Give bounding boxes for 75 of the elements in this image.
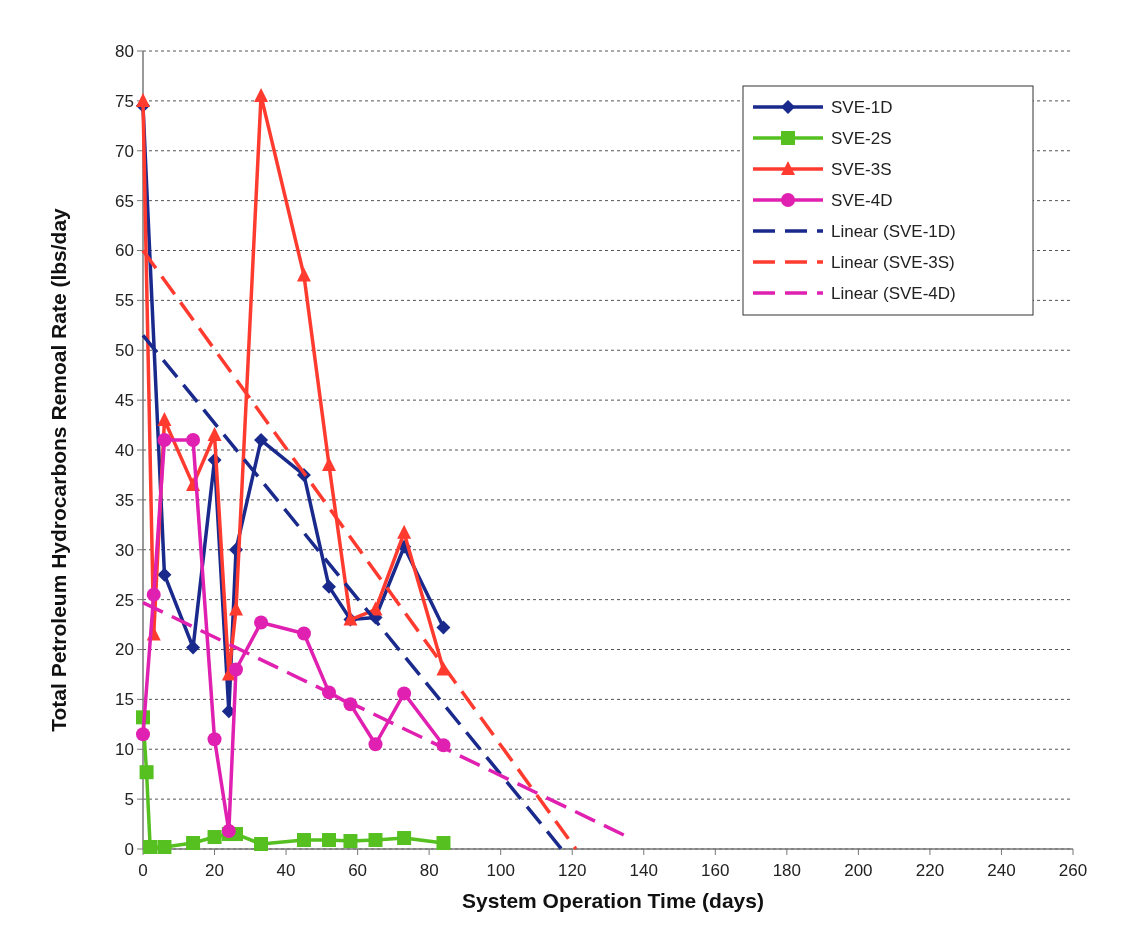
point	[207, 830, 222, 845]
y-tick-label: 45	[115, 391, 134, 411]
point	[397, 686, 412, 701]
point	[368, 737, 383, 752]
y-tick-label: 80	[115, 41, 134, 61]
x-tick-label: 20	[205, 861, 224, 880]
x-tick-label: 120	[558, 861, 587, 880]
x-tick-label: 220	[915, 861, 945, 880]
point	[186, 433, 201, 448]
x-tick-label: 40	[276, 861, 296, 880]
legend-label: SVE-4D	[831, 190, 893, 210]
legend-label: SVE-1D	[831, 97, 893, 117]
point	[139, 765, 154, 780]
x-tick-label: 200	[844, 861, 873, 880]
point	[186, 640, 201, 655]
point	[322, 833, 336, 848]
point	[397, 524, 412, 539]
y-tick-label: 75	[115, 91, 134, 111]
point	[436, 836, 451, 851]
point	[296, 267, 311, 282]
point	[254, 433, 269, 448]
x-tick-label: 180	[772, 861, 802, 880]
x-tick-label: 60	[348, 861, 368, 880]
y-tick-label: 30	[115, 540, 134, 560]
y-tick-label: 0	[124, 839, 134, 859]
point	[157, 433, 172, 448]
point	[136, 92, 150, 107]
y-tick-label: 55	[115, 291, 134, 311]
x-tick-label: 100	[486, 861, 515, 880]
x-tick-label: 0	[138, 861, 148, 880]
point	[296, 626, 311, 641]
x-axis-title: System Operation Time (days)	[462, 889, 764, 912]
point	[136, 727, 150, 742]
y-tick-label: 35	[115, 490, 134, 510]
legend-label: SVE-2S	[831, 128, 892, 148]
y-tick-label: 25	[115, 590, 134, 610]
y-tick-label: 5	[124, 790, 134, 810]
point	[229, 601, 243, 616]
x-tick-label: 140	[629, 861, 658, 880]
point	[143, 840, 158, 855]
y-tick-label: 65	[115, 191, 134, 211]
point	[157, 567, 172, 582]
x-tick-label: 160	[701, 861, 730, 880]
point	[207, 427, 222, 442]
y-tick-label: 50	[115, 341, 134, 361]
point	[157, 840, 172, 855]
legend-label: Linear (SVE-1D)	[831, 221, 956, 241]
point	[157, 412, 172, 427]
point	[229, 662, 243, 677]
point	[254, 837, 269, 852]
point	[254, 615, 269, 630]
point	[296, 833, 311, 848]
legend-label: Linear (SVE-4D)	[831, 283, 956, 303]
legend-label: Linear (SVE-3S)	[831, 252, 955, 272]
y-tick-label: 20	[115, 640, 134, 660]
point	[146, 587, 161, 602]
point	[343, 834, 358, 849]
y-tick-label: 15	[115, 690, 134, 710]
point	[207, 732, 222, 747]
point	[186, 836, 201, 851]
y-tick-label: 40	[115, 440, 134, 460]
y-tick-label: 60	[115, 241, 134, 261]
point	[368, 833, 383, 848]
y-axis-title: Total Petroleum Hydrocarbons Remoal Rate (lbs/day	[47, 207, 70, 732]
point	[436, 620, 451, 635]
legend-label: SVE-3S	[831, 159, 892, 179]
point	[322, 456, 336, 471]
point	[322, 579, 336, 594]
point	[397, 831, 412, 846]
x-tick-label: 260	[1058, 861, 1088, 880]
x-tick-label: 80	[419, 861, 439, 880]
y-tick-label: 70	[115, 141, 134, 161]
x-tick-label: 240	[987, 861, 1016, 880]
y-tick-label: 10	[115, 740, 134, 760]
point	[254, 87, 269, 102]
